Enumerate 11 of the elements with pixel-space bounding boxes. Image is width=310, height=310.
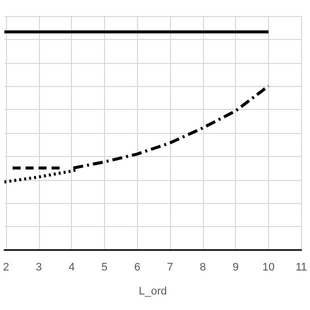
x-tick-label: 11 bbox=[296, 262, 307, 274]
x-tick-label: 9 bbox=[232, 262, 239, 274]
x-axis-title: L_ord bbox=[138, 286, 167, 298]
x-tick-label: 7 bbox=[166, 262, 174, 274]
x-tick-label: 4 bbox=[68, 262, 75, 274]
x-tick-label: 8 bbox=[200, 262, 206, 274]
x-tick-label: 5 bbox=[101, 262, 108, 274]
x-tick-label: 6 bbox=[134, 262, 140, 274]
x-tick-label: 3 bbox=[36, 262, 42, 274]
x-tick-label: 2 bbox=[2, 262, 10, 274]
x-tick-label: 10 bbox=[262, 262, 275, 274]
